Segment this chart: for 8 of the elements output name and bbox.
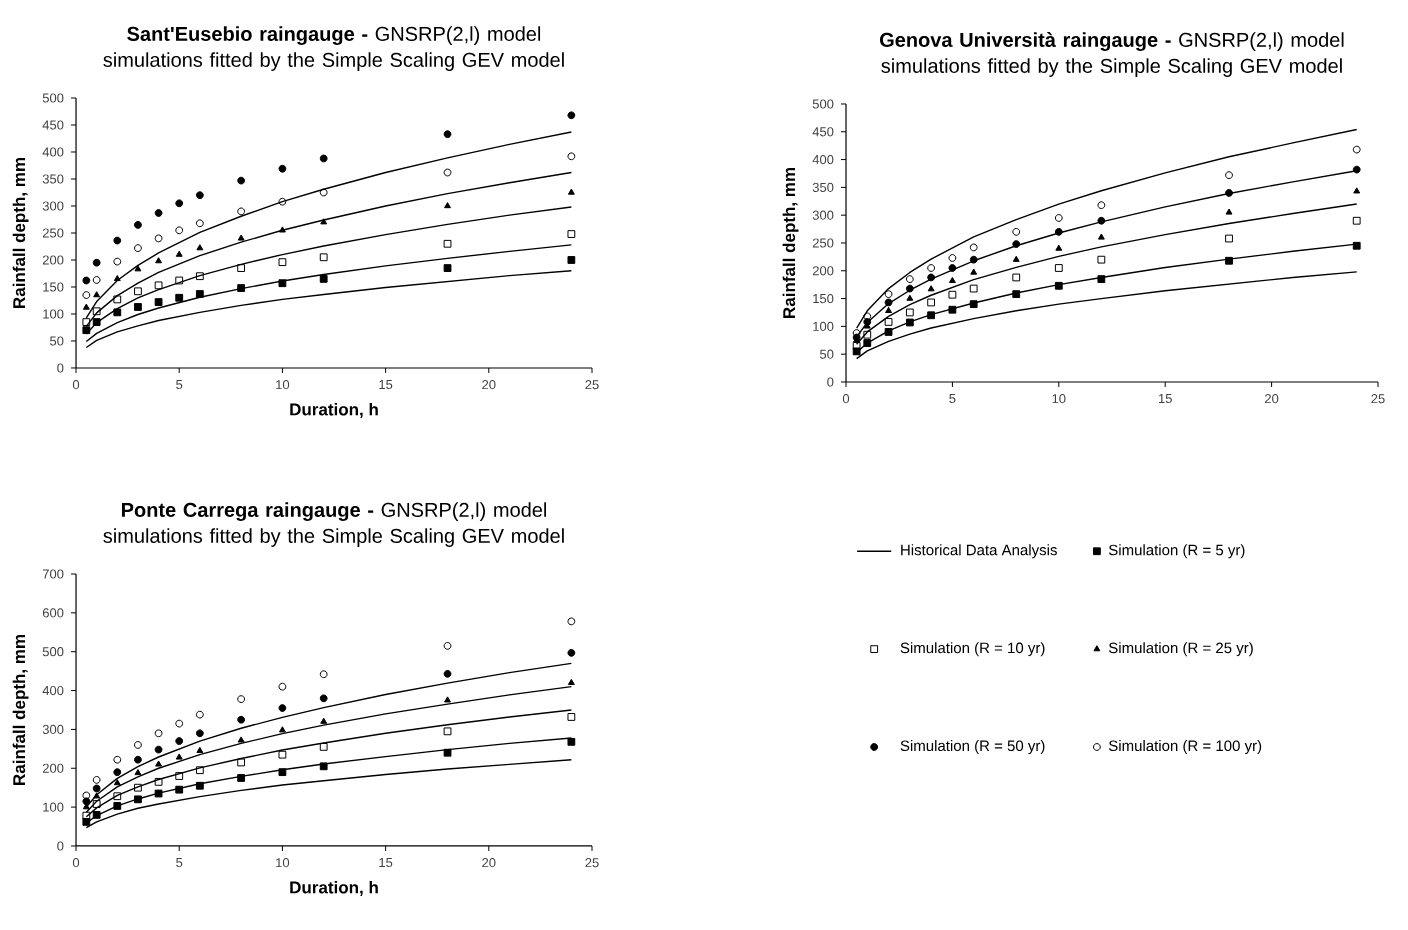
- chart-title: Ponte Carrega raingauge - GNSRP(2,l) model simulations fitted by the Simple Scaling GEV model: [103, 502, 564, 547]
- y-axis-title: Rainfall depth, mm: [12, 158, 29, 308]
- x-axis-title: Duration, h: [290, 880, 378, 896]
- y-axis-title: Rainfall depth, mm: [782, 168, 799, 318]
- chart-title: Genova Università raingauge - GNSRP(2,l) model simulations fitted by the Simple Scaling GEV model: [879, 32, 1344, 77]
- x-axis-title: Duration, h: [290, 402, 378, 418]
- chart-title: Sant'Eusebio raingauge - GNSRP(2,l) model simulations fitted by the Simple Scaling GEV model: [103, 26, 564, 71]
- y-axis-title: Rainfall depth, mm: [12, 635, 29, 785]
